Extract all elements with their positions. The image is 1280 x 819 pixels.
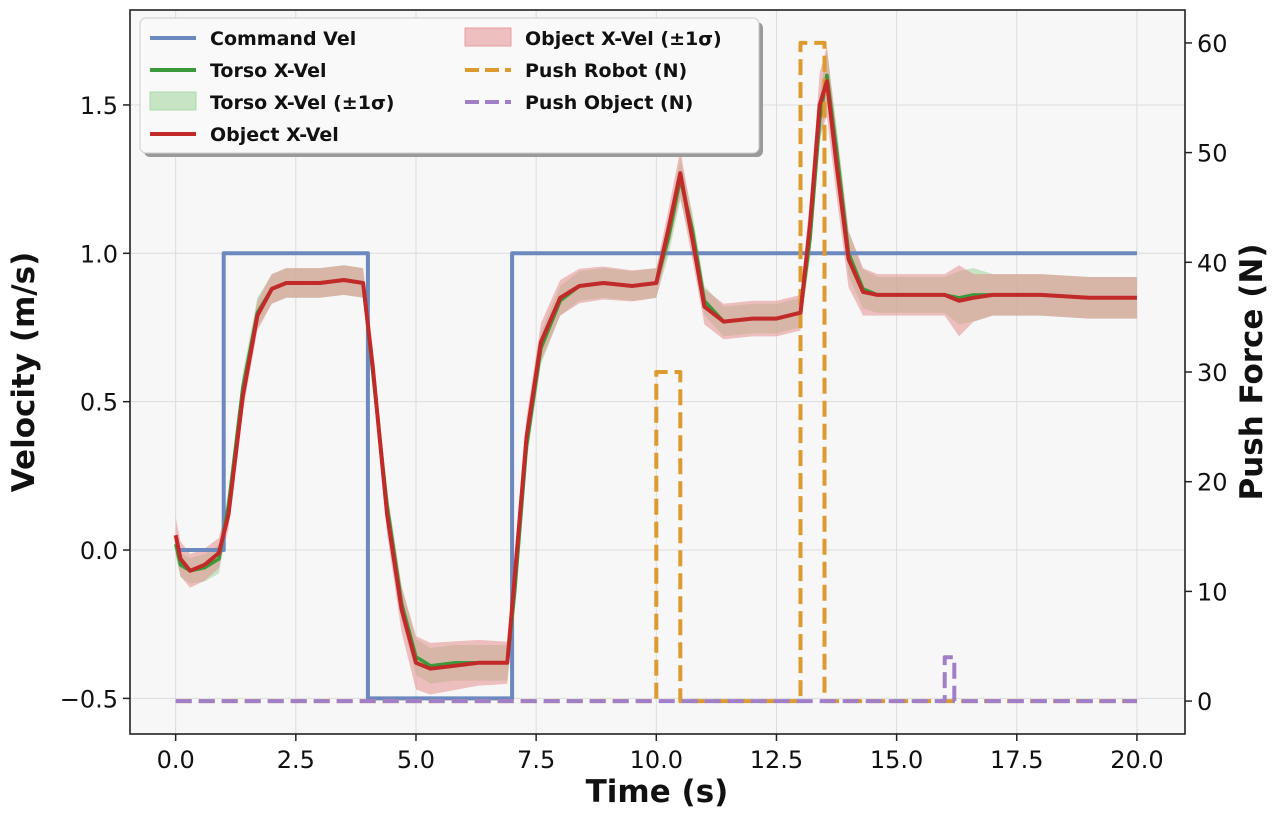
y2-tick-label: 10 xyxy=(1197,578,1228,606)
y-tick-label: 1.5 xyxy=(80,92,118,120)
series-lines xyxy=(173,40,1137,704)
legend-item-torso-x-vel: Torso X-Vel xyxy=(150,60,327,82)
legend-swatch xyxy=(149,91,197,111)
y-axis-title: Velocity (m/s) xyxy=(6,252,42,492)
y-tick-label: 1.0 xyxy=(80,240,118,268)
legend-label: Object X-Vel (±1σ) xyxy=(525,28,722,50)
legend-item-torso-x-vel-1: Torso X-Vel (±1σ) xyxy=(149,91,394,114)
y2-tick-label: 40 xyxy=(1197,249,1228,277)
y2-tick-label: 30 xyxy=(1197,359,1228,387)
x-tick-label: 2.5 xyxy=(277,746,315,774)
y-axis-ticks: −0.5 0.0 0.5 1.0 1.5 xyxy=(60,92,130,713)
x-tick-label: 5.0 xyxy=(397,746,435,774)
y-tick-label: 0.5 xyxy=(80,389,118,417)
x-tick-label: 12.5 xyxy=(750,746,803,774)
legend-label: Push Robot (N) xyxy=(525,60,687,82)
y2-tick-label: 50 xyxy=(1197,140,1228,168)
y2-axis-title: Push Force (N) xyxy=(1234,243,1270,500)
x-tick-label: 17.5 xyxy=(990,746,1043,774)
legend-item-push-object-n: Push Object (N) xyxy=(465,92,693,114)
legend: Command Vel Torso X-Vel Torso X-Vel (±1σ) O… xyxy=(139,17,763,157)
legend-label: Command Vel xyxy=(210,28,356,50)
line-push-object-n xyxy=(175,655,1137,704)
legend-label: Torso X-Vel (±1σ) xyxy=(210,92,394,114)
y2-tick-label: 60 xyxy=(1197,30,1228,58)
legend-items: Command Vel Torso X-Vel Torso X-Vel (±1σ) O… xyxy=(149,27,722,146)
x-tick-label: 20.0 xyxy=(1110,746,1163,774)
x-axis-ticks: 0.0 2.5 5.0 7.5 10.0 12.5 15.0 17.5 20.0 xyxy=(157,734,1164,774)
y2-axis-ticks: 0 10 20 30 40 50 60 xyxy=(1185,30,1228,716)
legend-item-push-robot-n: Push Robot (N) xyxy=(465,60,687,82)
legend-item-command-vel: Command Vel xyxy=(150,28,356,50)
x-tick-label: 10.0 xyxy=(630,746,683,774)
line-object-x-vel xyxy=(173,79,1137,671)
legend-label: Push Object (N) xyxy=(525,92,693,114)
x-tick-label: 15.0 xyxy=(870,746,923,774)
legend-box xyxy=(139,17,760,154)
x-tick-label: 7.5 xyxy=(517,746,555,774)
x-axis-title: Time (s) xyxy=(586,774,729,810)
legend-item-object-x-vel-1: Object X-Vel (±1σ) xyxy=(464,27,722,50)
legend-swatch xyxy=(464,27,512,47)
line-command-vel xyxy=(175,251,1137,701)
legend-label: Torso X-Vel xyxy=(210,60,327,82)
legend-item-object-x-vel: Object X-Vel xyxy=(150,124,339,146)
y2-tick-label: 20 xyxy=(1197,469,1228,497)
legend-label: Object X-Vel xyxy=(210,124,339,146)
y-tick-label: 0.0 xyxy=(80,537,118,565)
y2-tick-label: 0 xyxy=(1197,688,1212,716)
x-tick-label: 0.0 xyxy=(157,746,195,774)
y-tick-label: −0.5 xyxy=(60,685,118,713)
